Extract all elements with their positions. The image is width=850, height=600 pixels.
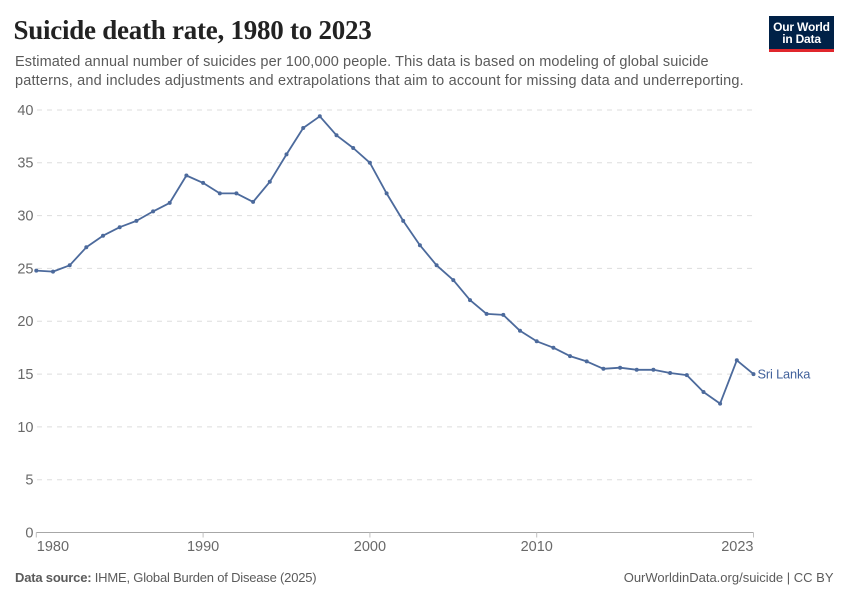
svg-text:2010: 2010 <box>521 539 553 555</box>
svg-text:35: 35 <box>17 156 33 172</box>
svg-text:1980: 1980 <box>37 539 69 555</box>
svg-text:Sri Lanka: Sri Lanka <box>758 367 812 382</box>
svg-text:20: 20 <box>17 314 33 330</box>
svg-text:10: 10 <box>17 420 33 436</box>
svg-text:0: 0 <box>25 525 33 541</box>
svg-text:25: 25 <box>17 261 33 277</box>
svg-text:1990: 1990 <box>187 539 219 555</box>
svg-text:2000: 2000 <box>354 539 386 555</box>
svg-text:15: 15 <box>17 367 33 383</box>
svg-text:40: 40 <box>17 103 33 119</box>
svg-text:30: 30 <box>17 209 33 225</box>
svg-text:5: 5 <box>25 473 33 489</box>
svg-text:2023: 2023 <box>721 539 753 555</box>
